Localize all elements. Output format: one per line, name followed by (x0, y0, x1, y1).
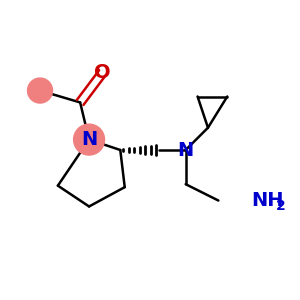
Circle shape (74, 124, 104, 155)
Circle shape (28, 78, 52, 103)
Text: NH: NH (251, 191, 284, 210)
Text: 2: 2 (275, 199, 285, 213)
Text: N: N (178, 140, 194, 160)
Text: O: O (94, 63, 111, 82)
Text: N: N (81, 130, 97, 149)
